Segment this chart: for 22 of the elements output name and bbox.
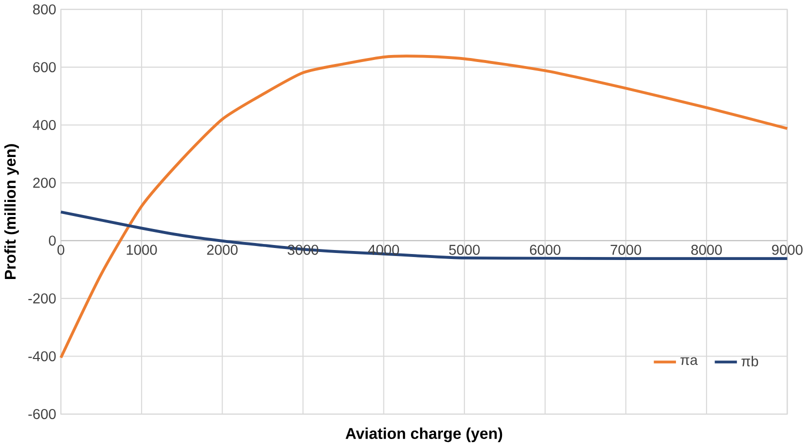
y-axis-title: Profit (million yen)	[4, 144, 19, 279]
x-tick-label: 4000	[368, 244, 399, 255]
y-tick-label: -200	[28, 293, 56, 304]
x-tick-label: 0	[57, 244, 64, 255]
x-tick-label: 7000	[610, 244, 642, 255]
x-tick-label: 5000	[449, 244, 480, 255]
x-axis-title: Aviation charge (yen)	[346, 427, 502, 442]
y-tick-label: -600	[28, 408, 56, 419]
y-tick-label: -400	[28, 350, 56, 362]
x-tick-label: 2000	[207, 244, 238, 255]
legend-label: πa	[680, 356, 698, 365]
x-tick-label: 6000	[530, 244, 560, 255]
y-tick-label: 800	[33, 4, 56, 14]
legend-label: πb	[741, 356, 758, 366]
y-tick-label: 600	[33, 62, 56, 72]
x-tick-label: 1000	[126, 244, 157, 255]
x-tick-label: 8000	[691, 244, 722, 255]
y-tick-label: 400	[32, 120, 56, 130]
x-tick-label: 3000	[288, 244, 318, 255]
y-tick-label: 0	[48, 235, 56, 246]
y-tick-label: 200	[33, 178, 56, 188]
x-tick-label: 9000	[772, 244, 803, 255]
